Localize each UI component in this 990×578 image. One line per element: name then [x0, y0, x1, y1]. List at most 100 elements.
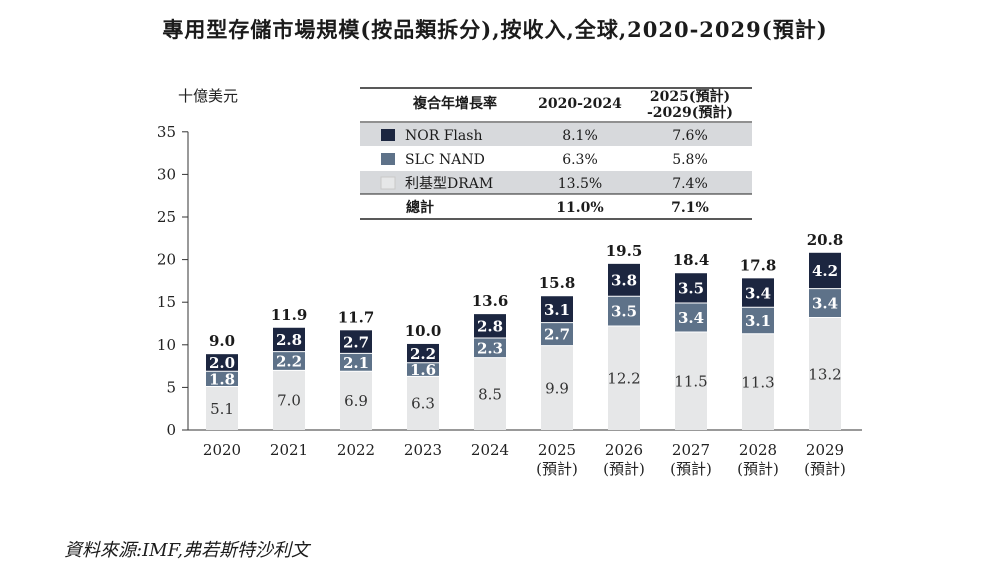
- data-label: 3.1: [745, 312, 771, 330]
- bar-segment-NOR Flash: [608, 263, 640, 297]
- data-label: 3.5: [611, 303, 637, 321]
- x-tick-sublabel: (預計): [804, 460, 846, 478]
- total-label: 11.7: [338, 308, 375, 326]
- source-note: 資料來源:IMF,弗若斯特沙利文: [64, 540, 310, 561]
- data-label: 5.1: [210, 400, 234, 418]
- data-label: 2.8: [477, 318, 503, 336]
- x-tick-label: 2021: [270, 441, 308, 459]
- table-row-band: [360, 171, 752, 194]
- table-header-period-2-line-1: 2025(預計): [650, 88, 730, 105]
- x-tick-sublabel: (預計): [670, 460, 712, 478]
- x-tick-sublabel: (預計): [737, 460, 779, 478]
- bar-segment-利基型DRAM: [541, 345, 573, 430]
- bar-segment-利基型DRAM: [273, 370, 305, 430]
- x-tick-label: 2020: [203, 441, 241, 459]
- bar-segment-NOR Flash: [675, 273, 707, 304]
- total-label: 17.8: [740, 256, 777, 274]
- table-header-label: 複合年增長率: [412, 95, 497, 112]
- y-tick-label: 25: [157, 208, 176, 226]
- bar-segment-利基型DRAM: [742, 333, 774, 430]
- bar-segment-SLC NAND: [340, 353, 372, 372]
- x-tick-label: 2026: [605, 441, 643, 459]
- data-label: 4.2: [812, 262, 838, 280]
- bar-segment-NOR Flash: [407, 343, 439, 363]
- data-label: 2.8: [276, 331, 302, 349]
- data-label: 8.5: [478, 385, 502, 403]
- bar-segment-SLC NAND: [675, 303, 707, 333]
- x-tick-label: 2029: [806, 441, 844, 459]
- total-label: 15.8: [539, 274, 576, 292]
- data-label: 1.8: [209, 370, 235, 388]
- bar-segment-利基型DRAM: [474, 357, 506, 430]
- data-label: 6.9: [344, 392, 368, 410]
- x-tick-label: 2028: [739, 441, 777, 459]
- bar-segment-NOR Flash: [541, 296, 573, 323]
- chart-title: 專用型存儲市場規模(按品類拆分),按收入,全球,2020-2029(預計): [162, 17, 828, 42]
- total-label: 11.9: [271, 306, 308, 324]
- bar-segment-利基型DRAM: [608, 326, 640, 430]
- cagr-total-value: 11.0%: [556, 200, 603, 216]
- cagr-total-value: 7.1%: [671, 200, 709, 216]
- table-header-period-2-line-2: -2029(預計): [647, 104, 733, 121]
- bar-segment-SLC NAND: [742, 307, 774, 334]
- bar-segment-SLC NAND: [407, 362, 439, 377]
- x-tick-sublabel: (預計): [603, 460, 645, 478]
- data-label: 2.0: [209, 354, 235, 372]
- cagr-value: 6.3%: [562, 152, 598, 168]
- bar-segment-NOR Flash: [809, 252, 841, 289]
- data-label: 7.0: [277, 392, 301, 410]
- bar-segment-利基型DRAM: [675, 332, 707, 430]
- bar-segment-SLC NAND: [273, 351, 305, 371]
- data-label: 2.2: [276, 352, 302, 370]
- total-label: 10.0: [405, 322, 442, 340]
- bar-segment-NOR Flash: [340, 330, 372, 354]
- data-label: 3.4: [745, 284, 771, 302]
- bar-segment-NOR Flash: [474, 314, 506, 338]
- bar-segment-SLC NAND: [206, 371, 238, 387]
- bar-segment-SLC NAND: [608, 296, 640, 327]
- total-label: 20.8: [807, 231, 844, 249]
- data-label: 3.1: [544, 301, 570, 319]
- data-label: 2.7: [544, 326, 570, 344]
- bar-segment-利基型DRAM: [340, 371, 372, 430]
- data-label: 3.8: [611, 272, 637, 290]
- data-label: 2.2: [410, 345, 436, 363]
- data-label: 11.5: [674, 373, 707, 391]
- data-label: 2.3: [477, 339, 503, 357]
- y-tick-label: 30: [157, 165, 176, 183]
- y-tick-label: 10: [157, 336, 176, 354]
- cagr-value: 13.5%: [558, 176, 602, 192]
- y-tick-label: 20: [157, 251, 176, 269]
- data-label: 12.2: [607, 370, 640, 388]
- cagr-value: 5.8%: [672, 152, 708, 168]
- legend-label: 利基型DRAM: [405, 175, 493, 192]
- x-tick-label: 2024: [471, 441, 509, 459]
- x-tick-label: 2027: [672, 441, 710, 459]
- total-label: 9.0: [209, 332, 235, 350]
- legend-swatch-利基型DRAM: [380, 176, 396, 190]
- legend-label: NOR Flash: [405, 128, 482, 144]
- bar-segment-利基型DRAM: [407, 376, 439, 430]
- y-axis-unit-label: 十億美元: [178, 87, 238, 105]
- bar-segment-NOR Flash: [742, 278, 774, 308]
- data-label: 2.1: [343, 354, 369, 372]
- cagr-value: 7.4%: [672, 176, 708, 192]
- bar-segment-NOR Flash: [273, 327, 305, 352]
- total-row-label: 總計: [406, 199, 434, 216]
- bar-segment-SLC NAND: [474, 337, 506, 358]
- y-tick-label: 35: [157, 123, 176, 141]
- y-tick-label: 15: [157, 293, 176, 311]
- data-label: 3.4: [812, 295, 838, 313]
- table-header-period-1: 2020-2024: [538, 96, 622, 112]
- x-tick-label: 2025: [538, 441, 576, 459]
- data-label: 1.6: [410, 361, 436, 379]
- data-label: 9.9: [545, 379, 569, 397]
- bar-segment-SLC NAND: [809, 288, 841, 318]
- data-label: 3.5: [678, 280, 704, 298]
- cagr-value: 8.1%: [562, 128, 598, 144]
- y-tick-label: 5: [166, 378, 176, 396]
- total-label: 18.4: [673, 251, 710, 269]
- bar-segment-SLC NAND: [541, 322, 573, 346]
- data-label: 13.2: [808, 365, 841, 383]
